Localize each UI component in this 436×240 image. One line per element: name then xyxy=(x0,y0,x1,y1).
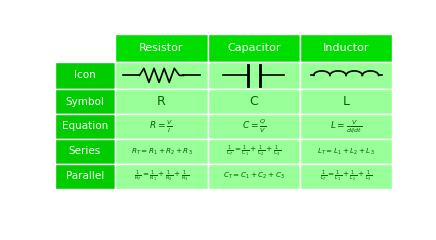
FancyBboxPatch shape xyxy=(115,114,208,139)
Text: Icon: Icon xyxy=(74,70,96,80)
FancyBboxPatch shape xyxy=(300,89,392,114)
Text: Series: Series xyxy=(69,146,101,156)
Text: Inductor: Inductor xyxy=(323,43,369,53)
Text: Capacitor: Capacitor xyxy=(227,43,280,53)
FancyBboxPatch shape xyxy=(115,139,208,164)
FancyBboxPatch shape xyxy=(115,89,208,114)
FancyBboxPatch shape xyxy=(115,34,208,62)
FancyBboxPatch shape xyxy=(208,89,300,114)
Text: Parallel: Parallel xyxy=(66,171,104,181)
Text: Resistor: Resistor xyxy=(139,43,184,53)
FancyBboxPatch shape xyxy=(208,139,300,164)
Text: C: C xyxy=(249,95,258,108)
FancyBboxPatch shape xyxy=(115,164,208,189)
Text: $L_T = L_1 + L_2 + L_3$: $L_T = L_1 + L_2 + L_3$ xyxy=(317,146,375,156)
Text: L: L xyxy=(343,95,350,108)
Text: Equation: Equation xyxy=(62,121,108,132)
FancyBboxPatch shape xyxy=(300,34,392,62)
FancyBboxPatch shape xyxy=(208,62,300,89)
Text: $C = \frac{Q}{V}$: $C = \frac{Q}{V}$ xyxy=(242,118,266,135)
Text: $R = \frac{V}{I}$: $R = \frac{V}{I}$ xyxy=(150,118,174,135)
FancyBboxPatch shape xyxy=(208,164,300,189)
FancyBboxPatch shape xyxy=(208,114,300,139)
Text: R: R xyxy=(157,95,166,108)
Text: $L = \frac{V}{di/dt}$: $L = \frac{V}{di/dt}$ xyxy=(330,118,362,135)
Text: Symbol: Symbol xyxy=(65,96,104,107)
FancyBboxPatch shape xyxy=(300,114,392,139)
FancyBboxPatch shape xyxy=(54,89,115,114)
FancyBboxPatch shape xyxy=(54,114,115,139)
FancyBboxPatch shape xyxy=(300,62,392,89)
Text: $\frac{1}{L_T} = \frac{1}{L_1} + \frac{1}{L_2} + \frac{1}{L_3}$: $\frac{1}{L_T} = \frac{1}{L_1} + \frac{1… xyxy=(320,169,372,184)
FancyBboxPatch shape xyxy=(115,62,208,89)
Text: $R_T = R_1 + R_2 + R_3$: $R_T = R_1 + R_2 + R_3$ xyxy=(131,146,192,156)
FancyBboxPatch shape xyxy=(208,34,300,62)
FancyBboxPatch shape xyxy=(300,164,392,189)
FancyBboxPatch shape xyxy=(54,34,115,62)
FancyBboxPatch shape xyxy=(54,139,115,164)
FancyBboxPatch shape xyxy=(54,62,115,89)
Text: $\frac{1}{R_T} = \frac{1}{R_1} + \frac{1}{R_2} + \frac{1}{R_3}$: $\frac{1}{R_T} = \frac{1}{R_1} + \frac{1… xyxy=(134,169,189,184)
Text: $\frac{1}{C_T} = \frac{1}{C_1} + \frac{1}{C_2} + \frac{1}{C_3}$: $\frac{1}{C_T} = \frac{1}{C_1} + \frac{1… xyxy=(226,144,281,159)
FancyBboxPatch shape xyxy=(300,139,392,164)
Text: $C_T = C_1 + C_2 + C_3$: $C_T = C_1 + C_2 + C_3$ xyxy=(223,171,285,181)
FancyBboxPatch shape xyxy=(54,164,115,189)
